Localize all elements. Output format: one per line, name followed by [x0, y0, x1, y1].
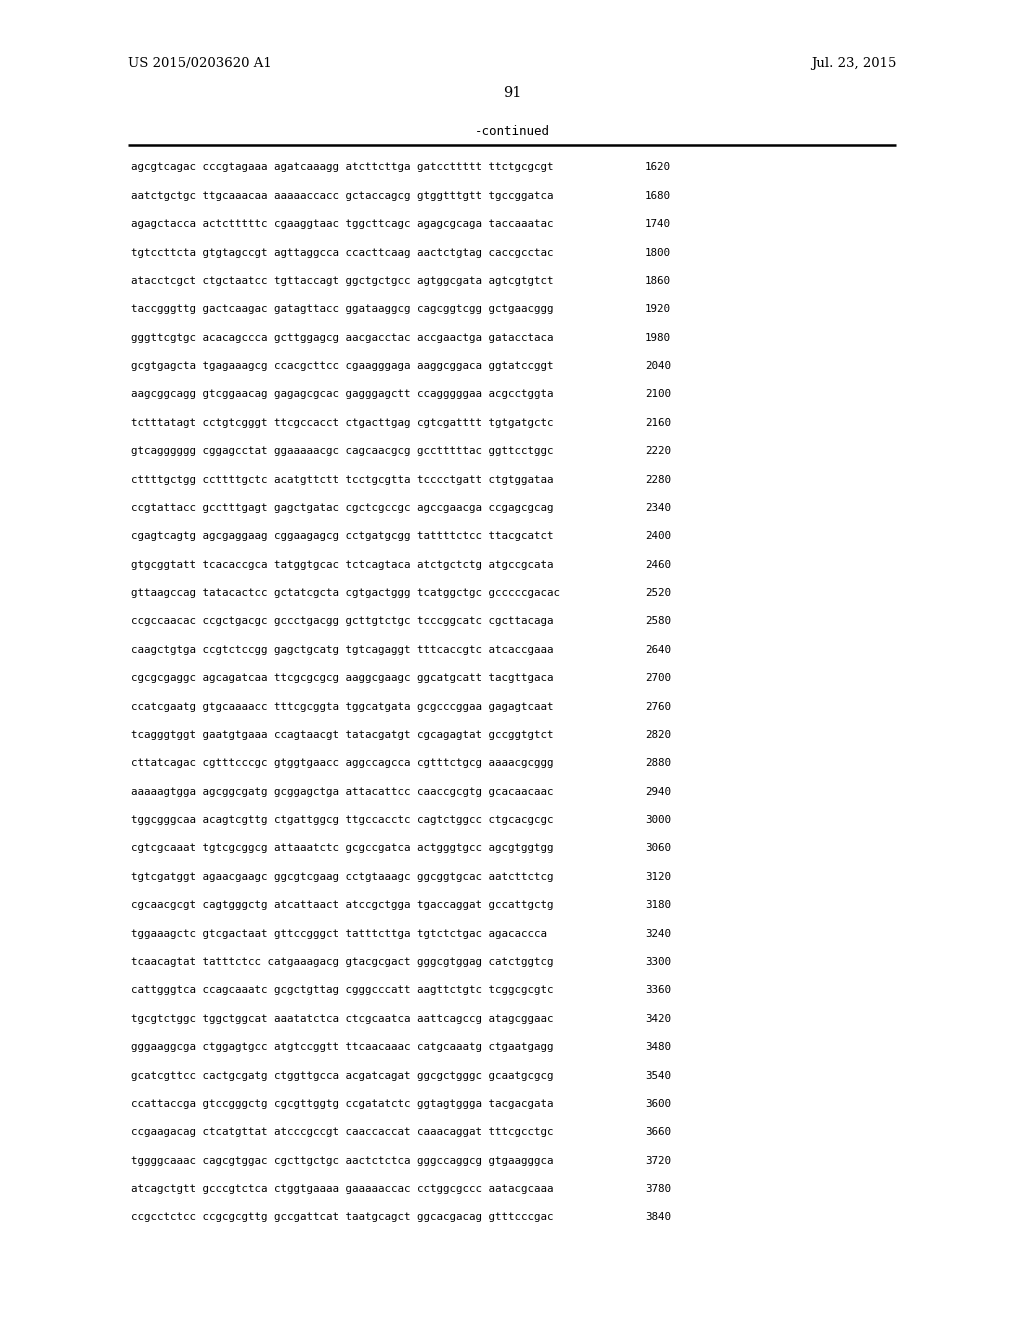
Text: ccgcctctcc ccgcgcgttg gccgattcat taatgcagct ggcacgacag gtttcccgac: ccgcctctcc ccgcgcgttg gccgattcat taatgca… [131, 1212, 554, 1222]
Text: 2640: 2640 [645, 644, 671, 655]
Text: aaaaagtgga agcggcgatg gcggagctga attacattcc caaccgcgtg gcacaacaac: aaaaagtgga agcggcgatg gcggagctga attacat… [131, 787, 554, 797]
Text: ccgaagacag ctcatgttat atcccgccgt caaccaccat caaacaggat tttcgcctgc: ccgaagacag ctcatgttat atcccgccgt caaccac… [131, 1127, 554, 1138]
Text: gtgcggtatt tcacaccgca tatggtgcac tctcagtaca atctgctctg atgccgcata: gtgcggtatt tcacaccgca tatggtgcac tctcagt… [131, 560, 554, 570]
Text: gggaaggcga ctggagtgcc atgtccggtt ttcaacaaac catgcaaatg ctgaatgagg: gggaaggcga ctggagtgcc atgtccggtt ttcaaca… [131, 1043, 554, 1052]
Text: ccgtattacc gcctttgagt gagctgatac cgctcgccgc agccgaacga ccgagcgcag: ccgtattacc gcctttgagt gagctgatac cgctcgc… [131, 503, 554, 513]
Text: 1920: 1920 [645, 304, 671, 314]
Text: 2160: 2160 [645, 417, 671, 428]
Text: 2220: 2220 [645, 446, 671, 457]
Text: 1680: 1680 [645, 190, 671, 201]
Text: 1980: 1980 [645, 333, 671, 343]
Text: gttaagccag tatacactcc gctatcgcta cgtgactggg tcatggctgc gcccccgacac: gttaagccag tatacactcc gctatcgcta cgtgact… [131, 589, 560, 598]
Text: atcagctgtt gcccgtctca ctggtgaaaa gaaaaaccac cctggcgccc aatacgcaaa: atcagctgtt gcccgtctca ctggtgaaaa gaaaaac… [131, 1184, 554, 1195]
Text: 2760: 2760 [645, 702, 671, 711]
Text: cgcgcgaggc agcagatcaa ttcgcgcgcg aaggcgaagc ggcatgcatt tacgttgaca: cgcgcgaggc agcagatcaa ttcgcgcgcg aaggcga… [131, 673, 554, 684]
Text: 3600: 3600 [645, 1098, 671, 1109]
Text: 2520: 2520 [645, 589, 671, 598]
Text: gcatcgttcc cactgcgatg ctggttgcca acgatcagat ggcgctgggc gcaatgcgcg: gcatcgttcc cactgcgatg ctggttgcca acgatca… [131, 1071, 554, 1081]
Text: 2820: 2820 [645, 730, 671, 741]
Text: 3000: 3000 [645, 814, 671, 825]
Text: 2460: 2460 [645, 560, 671, 570]
Text: cattgggtca ccagcaaatc gcgctgttag cgggcccatt aagttctgtc tcggcgcgtc: cattgggtca ccagcaaatc gcgctgttag cgggccc… [131, 985, 554, 995]
Text: 3660: 3660 [645, 1127, 671, 1138]
Text: tcaacagtat tatttctcc catgaaagacg gtacgcgact gggcgtggag catctggtcg: tcaacagtat tatttctcc catgaaagacg gtacgcg… [131, 957, 554, 968]
Text: aatctgctgc ttgcaaacaa aaaaaccacc gctaccagcg gtggtttgtt tgccggatca: aatctgctgc ttgcaaacaa aaaaaccacc gctacca… [131, 190, 554, 201]
Text: 3120: 3120 [645, 871, 671, 882]
Text: tgtccttcta gtgtagccgt agttaggcca ccacttcaag aactctgtag caccgcctac: tgtccttcta gtgtagccgt agttaggcca ccacttc… [131, 248, 554, 257]
Text: gggttcgtgc acacagccca gcttggagcg aacgacctac accgaactga gatacctaca: gggttcgtgc acacagccca gcttggagcg aacgacc… [131, 333, 554, 343]
Text: 3540: 3540 [645, 1071, 671, 1081]
Text: Jul. 23, 2015: Jul. 23, 2015 [811, 57, 896, 70]
Text: tggaaagctc gtcgactaat gttccgggct tatttcttga tgtctctgac agacaccca: tggaaagctc gtcgactaat gttccgggct tatttct… [131, 928, 547, 939]
Text: 2940: 2940 [645, 787, 671, 797]
Text: cgagtcagtg agcgaggaag cggaagagcg cctgatgcgg tattttctcc ttacgcatct: cgagtcagtg agcgaggaag cggaagagcg cctgatg… [131, 531, 554, 541]
Text: -continued: -continued [474, 125, 550, 139]
Text: 1620: 1620 [645, 162, 671, 173]
Text: tgtcgatggt agaacgaagc ggcgtcgaag cctgtaaagc ggcggtgcac aatcttctcg: tgtcgatggt agaacgaagc ggcgtcgaag cctgtaa… [131, 871, 554, 882]
Text: ccatcgaatg gtgcaaaacc tttcgcggta tggcatgata gcgcccggaa gagagtcaat: ccatcgaatg gtgcaaaacc tttcgcggta tggcatg… [131, 702, 554, 711]
Text: 3180: 3180 [645, 900, 671, 911]
Text: US 2015/0203620 A1: US 2015/0203620 A1 [128, 57, 271, 70]
Text: 3360: 3360 [645, 985, 671, 995]
Text: cgtcgcaaat tgtcgcggcg attaaatctc gcgccgatca actgggtgcc agcgtggtgg: cgtcgcaaat tgtcgcggcg attaaatctc gcgccga… [131, 843, 554, 854]
Text: tggggcaaac cagcgtggac cgcttgctgc aactctctca gggccaggcg gtgaagggca: tggggcaaac cagcgtggac cgcttgctgc aactctc… [131, 1156, 554, 1166]
Text: agagctacca actctttttc cgaaggtaac tggcttcagc agagcgcaga taccaaatac: agagctacca actctttttc cgaaggtaac tggcttc… [131, 219, 554, 230]
Text: gtcagggggg cggagcctat ggaaaaacgc cagcaacgcg gcctttttac ggttcctggc: gtcagggggg cggagcctat ggaaaaacgc cagcaac… [131, 446, 554, 457]
Text: 2040: 2040 [645, 360, 671, 371]
Text: 3240: 3240 [645, 928, 671, 939]
Text: cttatcagac cgtttcccgc gtggtgaacc aggccagcca cgtttctgcg aaaacgcggg: cttatcagac cgtttcccgc gtggtgaacc aggccag… [131, 758, 554, 768]
Text: tcagggtggt gaatgtgaaa ccagtaacgt tatacgatgt cgcagagtat gccggtgtct: tcagggtggt gaatgtgaaa ccagtaacgt tatacga… [131, 730, 554, 741]
Text: 2100: 2100 [645, 389, 671, 400]
Text: 2880: 2880 [645, 758, 671, 768]
Text: 3480: 3480 [645, 1043, 671, 1052]
Text: 3060: 3060 [645, 843, 671, 854]
Text: 2700: 2700 [645, 673, 671, 684]
Text: 2340: 2340 [645, 503, 671, 513]
Text: gcgtgagcta tgagaaagcg ccacgcttcc cgaagggaga aaggcggaca ggtatccggt: gcgtgagcta tgagaaagcg ccacgcttcc cgaaggg… [131, 360, 554, 371]
Text: caagctgtga ccgtctccgg gagctgcatg tgtcagaggt tttcaccgtc atcaccgaaa: caagctgtga ccgtctccgg gagctgcatg tgtcaga… [131, 644, 554, 655]
Text: 91: 91 [503, 86, 521, 100]
Text: ccgccaacac ccgctgacgc gccctgacgg gcttgtctgc tcccggcatc cgcttacaga: ccgccaacac ccgctgacgc gccctgacgg gcttgtc… [131, 616, 554, 627]
Text: 1800: 1800 [645, 248, 671, 257]
Text: aagcggcagg gtcggaacag gagagcgcac gagggagctt ccagggggaa acgcctggta: aagcggcagg gtcggaacag gagagcgcac gagggag… [131, 389, 554, 400]
Text: 1740: 1740 [645, 219, 671, 230]
Text: 3840: 3840 [645, 1212, 671, 1222]
Text: 2580: 2580 [645, 616, 671, 627]
Text: tctttatagt cctgtcgggt ttcgccacct ctgacttgag cgtcgatttt tgtgatgctc: tctttatagt cctgtcgggt ttcgccacct ctgactt… [131, 417, 554, 428]
Text: cttttgctgg ccttttgctc acatgttctt tcctgcgtta tcccctgatt ctgtggataa: cttttgctgg ccttttgctc acatgttctt tcctgcg… [131, 474, 554, 484]
Text: tgcgtctggc tggctggcat aaatatctca ctcgcaatca aattcagccg atagcggaac: tgcgtctggc tggctggcat aaatatctca ctcgcaa… [131, 1014, 554, 1024]
Text: taccgggttg gactcaagac gatagttacc ggataaggcg cagcggtcgg gctgaacggg: taccgggttg gactcaagac gatagttacc ggataag… [131, 304, 554, 314]
Text: atacctcgct ctgctaatcc tgttaccagt ggctgctgcc agtggcgata agtcgtgtct: atacctcgct ctgctaatcc tgttaccagt ggctgct… [131, 276, 554, 286]
Text: ccattaccga gtccgggctg cgcgttggtg ccgatatctc ggtagtggga tacgacgata: ccattaccga gtccgggctg cgcgttggtg ccgatat… [131, 1098, 554, 1109]
Text: 3420: 3420 [645, 1014, 671, 1024]
Text: 3780: 3780 [645, 1184, 671, 1195]
Text: cgcaacgcgt cagtgggctg atcattaact atccgctgga tgaccaggat gccattgctg: cgcaacgcgt cagtgggctg atcattaact atccgct… [131, 900, 554, 911]
Text: agcgtcagac cccgtagaaa agatcaaagg atcttcttga gatccttttt ttctgcgcgt: agcgtcagac cccgtagaaa agatcaaagg atcttct… [131, 162, 554, 173]
Text: 3300: 3300 [645, 957, 671, 968]
Text: tggcgggcaa acagtcgttg ctgattggcg ttgccacctc cagtctggcc ctgcacgcgc: tggcgggcaa acagtcgttg ctgattggcg ttgccac… [131, 814, 554, 825]
Text: 2280: 2280 [645, 474, 671, 484]
Text: 1860: 1860 [645, 276, 671, 286]
Text: 3720: 3720 [645, 1156, 671, 1166]
Text: 2400: 2400 [645, 531, 671, 541]
